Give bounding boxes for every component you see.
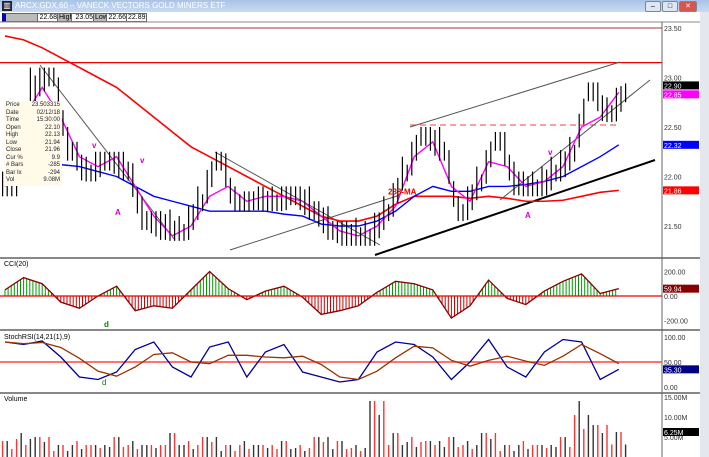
value-tag-label: 22.85 <box>664 92 682 99</box>
axis-tick-label: 23.50 <box>664 26 682 33</box>
pattern-mark: v <box>140 156 145 165</box>
value-tag <box>663 284 699 293</box>
data-box: Price 23.503315 Date 02/12/18 Time 15:30:00 Op… <box>4 101 62 186</box>
databox-label: Open <box>6 124 21 131</box>
axis-tick-label: 22.00 <box>664 175 682 182</box>
axis-tick-label: 200.00 <box>664 270 686 277</box>
databox-value: -294 <box>47 169 60 176</box>
pattern-mark: A <box>115 208 121 217</box>
databox-value: 21.94 <box>44 139 60 146</box>
databox-row: Open 22.10 <box>6 125 60 133</box>
axis-tick-label: 23.00 <box>664 76 682 83</box>
databox-value: -285 <box>47 162 60 168</box>
close-button[interactable]: ✕ <box>679 1 697 12</box>
axis-tick-label: 10.00M <box>664 415 688 422</box>
stoch-d-line <box>4 341 620 381</box>
databox-row: Vol 9.08M <box>6 177 60 185</box>
value-tag-label: 22.32 <box>664 143 682 150</box>
axis-tick-label: 100.00 <box>664 335 686 342</box>
axis-tick-label: 0.00 <box>664 294 678 301</box>
value-tag-label: 21.86 <box>664 188 682 195</box>
databox-value: 21.96 <box>44 147 60 153</box>
axis-tick-label: 22.50 <box>664 125 682 132</box>
value-tag <box>663 428 699 436</box>
databox-label: Time <box>6 117 20 123</box>
databox-row: High 22.13 <box>6 132 60 140</box>
trend-line <box>409 61 621 128</box>
databox-label: Low <box>6 139 18 146</box>
databox-label: Vol <box>6 177 15 183</box>
databox-label: Close <box>6 147 22 153</box>
chart-icon: ▥ <box>2 1 12 11</box>
databox-value: 23.503315 <box>31 102 60 108</box>
ma-annotation: 233-MA <box>388 187 417 196</box>
ma-magenta-line <box>4 86 620 237</box>
axis-tick-label: 21.50 <box>664 224 682 231</box>
value-tag <box>663 90 699 99</box>
window-titlebar: ▥ ARCX:GDX,60 – VANECK VECTORS GOLD MINE… <box>0 0 709 12</box>
trend-line <box>374 159 656 256</box>
pattern-mark: v <box>548 148 553 157</box>
axis-tick-label: 0.00 <box>664 385 678 392</box>
databox-row: Close 21.96 <box>6 147 60 155</box>
value-tag <box>663 81 699 90</box>
databox-row: Price 23.503315 <box>6 102 60 110</box>
databox-row: Date 02/12/18 <box>6 110 60 118</box>
axis-tick-label: 50.00 <box>664 360 682 367</box>
restore-button[interactable]: □ <box>662 1 678 12</box>
trend-line <box>39 64 176 241</box>
ma233-line <box>4 35 619 222</box>
value-tag-label: 6.25M <box>664 430 684 437</box>
databox-row: Low 21.94 <box>6 140 60 148</box>
pattern-mark: A <box>525 211 531 220</box>
databox-value: 9.08M <box>43 177 60 183</box>
stoch-title: StochRSI(14,21(1),9) <box>4 334 70 341</box>
value-tag <box>663 186 699 195</box>
value-tag-label: 59.94 <box>664 287 682 294</box>
value-tag <box>663 365 699 374</box>
databox-value: 9.9 <box>51 154 60 161</box>
axis-tick-label: 15.00M <box>664 395 688 402</box>
volume-title: Volume <box>4 396 27 403</box>
databox-value: 22.10 <box>44 124 60 131</box>
axis-tick-label: 5.00M <box>664 435 684 442</box>
cci-title: CCI(20) <box>4 261 29 268</box>
databox-row: Time 15:30:00 <box>6 117 60 125</box>
databox-value: 02/12/18 <box>36 109 60 116</box>
databox-label: Bar Ix <box>6 169 22 176</box>
databox-row: # Bars -285 <box>6 162 60 170</box>
databox-label: Price <box>6 102 20 108</box>
pattern-mark: v <box>92 141 97 150</box>
databox-label: Cur % <box>6 154 23 161</box>
trend-line <box>214 151 381 246</box>
divergence-mark: d <box>104 320 109 329</box>
databox-label: # Bars <box>6 162 24 168</box>
value-tag-label: 35.30 <box>664 367 682 374</box>
value-tag <box>663 140 699 149</box>
databox-value: 22.13 <box>44 132 60 138</box>
scrollbar <box>700 12 709 457</box>
ma-blue-line <box>4 144 620 227</box>
trend-line <box>229 194 401 251</box>
divergence-mark: d <box>102 378 106 387</box>
minimize-button[interactable]: – <box>645 1 661 12</box>
stoch-k-line <box>4 338 620 383</box>
databox-row: Cur % 9.9 <box>6 155 60 163</box>
databox-value: 15:30:00 <box>36 117 60 123</box>
axis-tick-label: -200.00 <box>664 319 688 326</box>
cci-line <box>4 270 619 319</box>
databox-label: High <box>6 132 19 138</box>
databox-label: Date <box>6 109 19 116</box>
window-title: ARCX:GDX,60 – VANECK VECTORS GOLD MINERS… <box>15 1 226 10</box>
value-tag-label: 22.90 <box>664 83 682 90</box>
databox-row: Bar Ix -294 <box>6 170 60 178</box>
